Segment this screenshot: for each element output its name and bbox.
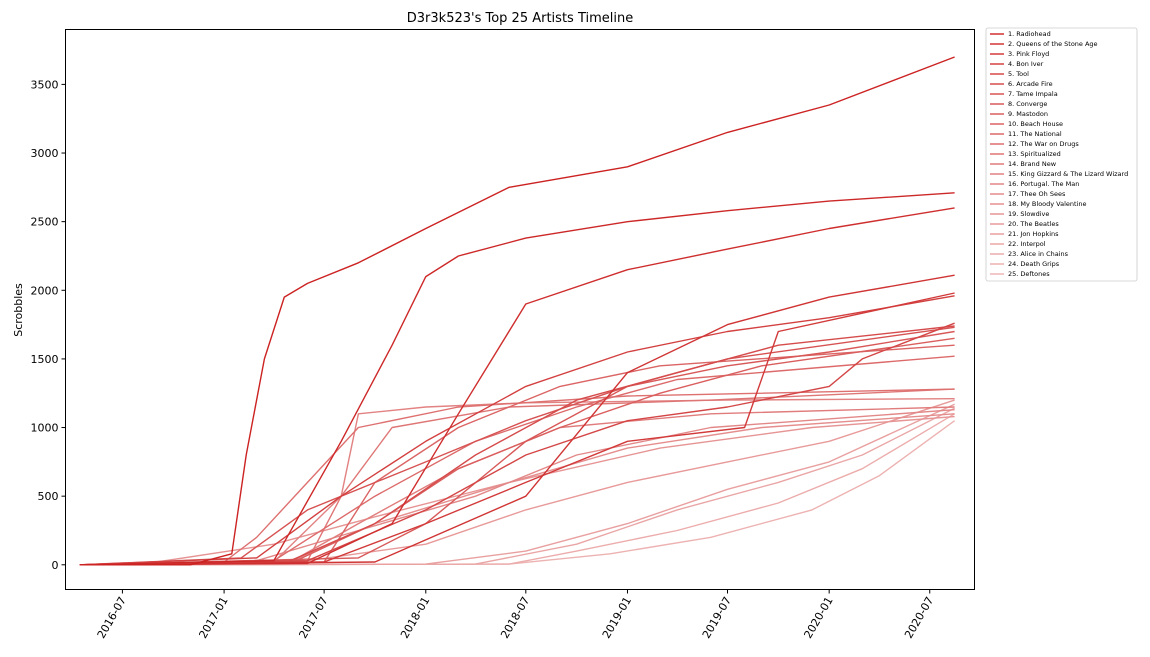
y-tick-label: 3000 bbox=[31, 147, 59, 160]
y-tick-label: 2000 bbox=[31, 284, 59, 297]
y-tick-label: 1000 bbox=[31, 422, 59, 435]
legend-entry: 14. Brand New bbox=[1008, 160, 1057, 168]
legend-entry: 4. Bon Iver bbox=[1008, 60, 1044, 68]
legend-entry: 24. Death Grips bbox=[1008, 260, 1060, 268]
legend-entry: 10. Beach House bbox=[1008, 120, 1063, 128]
series-line bbox=[79, 337, 955, 566]
series-line bbox=[79, 325, 955, 566]
series-line bbox=[79, 413, 955, 566]
legend-entry: 15. King Gizzard & The Lizard Wizard bbox=[1008, 170, 1128, 178]
legend-entry: 5. Tool bbox=[1008, 70, 1029, 78]
legend-entry: 20. The Beatles bbox=[1008, 220, 1059, 228]
x-tick-label: 2019-01 bbox=[600, 595, 634, 641]
series-line bbox=[79, 403, 955, 566]
x-tick-label: 2016-07 bbox=[95, 595, 129, 641]
series-line bbox=[79, 330, 955, 566]
series-line bbox=[79, 326, 955, 566]
legend-entry: 9. Mastodon bbox=[1008, 110, 1048, 118]
legend-entry: 25. Deftones bbox=[1008, 270, 1050, 278]
x-tick-label: 2017-01 bbox=[196, 595, 230, 641]
legend-entry: 21. Jon Hopkins bbox=[1008, 230, 1059, 238]
series-line bbox=[79, 415, 955, 566]
series-line bbox=[79, 56, 955, 566]
chart-title: D3r3k523's Top 25 Artists Timeline bbox=[407, 11, 633, 26]
series-line bbox=[79, 192, 955, 566]
plot-frame bbox=[65, 29, 975, 590]
series-line bbox=[79, 344, 955, 566]
legend-entry: 8. Converge bbox=[1008, 100, 1047, 108]
series-line bbox=[79, 413, 955, 566]
x-tick-label: 2020-01 bbox=[802, 595, 836, 641]
y-tick-label: 1500 bbox=[31, 353, 59, 366]
series-line bbox=[79, 322, 955, 566]
y-axis: 0 500 1000 1500 2000 2500 3000 3500 bbox=[31, 78, 66, 572]
series-line bbox=[79, 292, 955, 566]
legend-entry: 3. Pink Floyd bbox=[1008, 50, 1049, 58]
legend-entry: 13. Spiritualized bbox=[1008, 150, 1061, 158]
legend-entry: 12. The War on Drugs bbox=[1008, 140, 1079, 148]
series-layer bbox=[79, 56, 956, 566]
x-tick-label: 2018-01 bbox=[398, 595, 432, 641]
legend: 1. Radiohead 2. Queens of the Stone Age 3.… bbox=[985, 27, 1138, 282]
series-line bbox=[79, 407, 955, 566]
legend-entry: 2. Queens of the Stone Age bbox=[1008, 40, 1098, 48]
series-line bbox=[79, 274, 955, 566]
x-axis: 2016-07 2017-01 2017-07 2018-01 2018-07 2019-… bbox=[95, 589, 936, 641]
y-tick-label: 2500 bbox=[31, 216, 59, 229]
x-tick-label: 2017-07 bbox=[296, 595, 330, 641]
y-axis-label: Scrobbles bbox=[12, 283, 25, 337]
legend-entry: 23. Alice in Chains bbox=[1008, 250, 1069, 258]
legend-entry: 6. Arcade Fire bbox=[1008, 80, 1053, 88]
legend-entry: 7. Tame Impala bbox=[1008, 90, 1058, 98]
y-tick-label: 500 bbox=[38, 490, 59, 503]
y-tick-label: 3500 bbox=[31, 78, 59, 91]
x-tick-label: 2019-07 bbox=[700, 595, 734, 641]
legend-entry: 1. Radiohead bbox=[1008, 30, 1051, 38]
x-tick-label: 2020-07 bbox=[902, 595, 936, 641]
legend-entry: 19. Slowdive bbox=[1008, 210, 1049, 218]
x-tick-label: 2018-07 bbox=[498, 595, 532, 641]
legend-entry: 22. Interpol bbox=[1008, 240, 1046, 248]
legend-entry: 11. The National bbox=[1008, 130, 1062, 138]
series-line bbox=[79, 207, 955, 566]
legend-entry: 16. Portugal. The Man bbox=[1008, 180, 1079, 188]
series-line bbox=[79, 295, 955, 566]
series-line bbox=[79, 388, 955, 566]
legend-box bbox=[985, 27, 1138, 282]
legend-entry: 17. Thee Oh Sees bbox=[1008, 190, 1066, 198]
legend-entry: 18. My Bloody Valentine bbox=[1008, 200, 1087, 208]
y-tick-label: 0 bbox=[52, 559, 59, 572]
series-line bbox=[79, 388, 955, 566]
